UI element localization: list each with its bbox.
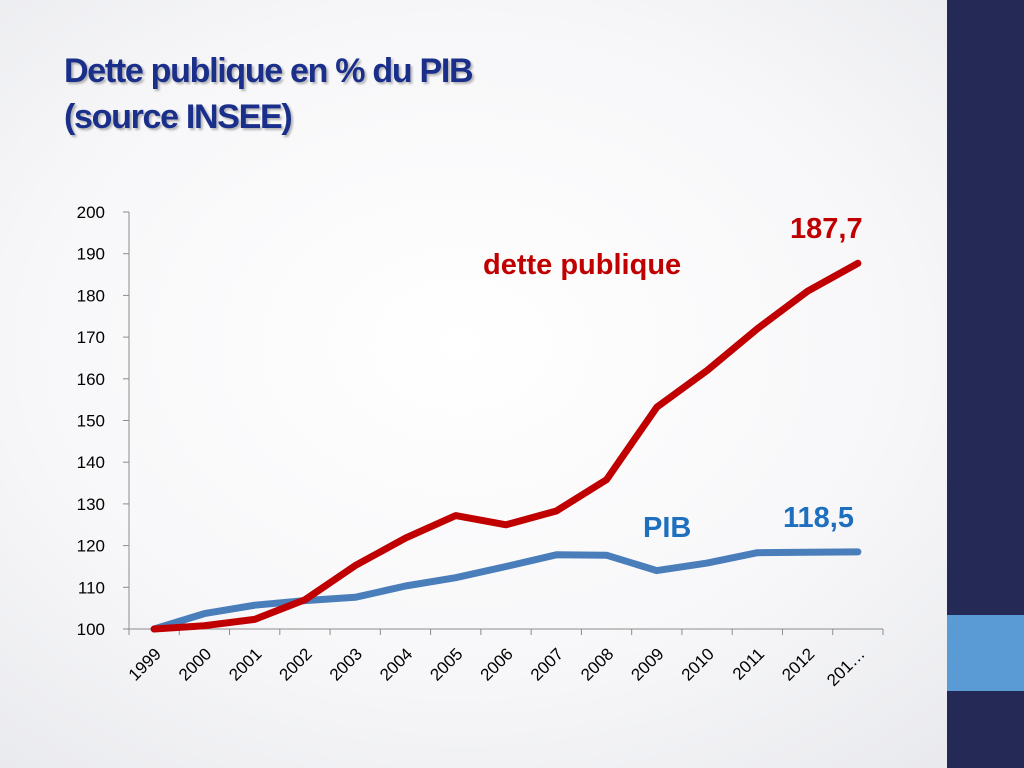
y-tick-label: 130 xyxy=(77,495,105,514)
pib-end-value-label: 118,5 xyxy=(783,502,854,534)
x-tick-label: 1999 xyxy=(125,644,165,684)
x-tick-label: 2004 xyxy=(376,644,416,684)
x-tick-label: 2007 xyxy=(527,644,567,684)
x-tick-label: 2000 xyxy=(175,644,215,684)
x-tick-label: 201… xyxy=(823,644,869,690)
y-tick-label: 110 xyxy=(78,578,105,597)
y-tick-label: 160 xyxy=(77,370,105,389)
y-tick-label: 120 xyxy=(77,537,105,556)
slide-title: Dette publique en % du PIB (source INSEE… xyxy=(64,48,474,140)
x-tick-label: 2010 xyxy=(678,644,718,684)
y-tick-label: 140 xyxy=(77,453,105,472)
slide-sidebar-accent xyxy=(947,615,1024,691)
y-tick-label: 180 xyxy=(77,286,105,305)
y-axis-tick-labels: 100 110 120 130 140 150 160 170 180 190 200 xyxy=(77,203,105,639)
x-tick-label: 2005 xyxy=(426,644,466,684)
x-axis-tick-labels: 1999 2000 2001 2002 2003 2004 2005 2006 2007 2008… xyxy=(125,644,869,690)
debt-end-value-label: 187,7 xyxy=(790,213,863,245)
debt-series-label: dette publique xyxy=(483,249,681,281)
chart-series-lines xyxy=(150,259,862,633)
chart-axes xyxy=(123,211,884,635)
x-tick-label: 2003 xyxy=(326,644,366,684)
pib-series-line xyxy=(150,548,862,633)
y-tick-label: 100 xyxy=(77,620,105,639)
x-tick-label: 2002 xyxy=(276,644,316,684)
x-tick-label: 2008 xyxy=(577,644,617,684)
x-tick-label: 2012 xyxy=(778,644,818,684)
y-tick-label: 200 xyxy=(77,203,105,222)
y-tick-label: 150 xyxy=(77,412,105,431)
y-tick-label: 170 xyxy=(77,328,105,347)
title-line-2: (source INSEE) xyxy=(64,98,293,136)
x-tick-label: 2001 xyxy=(225,644,265,684)
pib-series-label: PIB xyxy=(643,512,691,544)
title-line-1: Dette publique en % du PIB xyxy=(64,52,474,90)
x-tick-label: 2006 xyxy=(477,644,517,684)
debt-series-line xyxy=(150,259,862,633)
x-tick-label: 2009 xyxy=(627,644,667,684)
x-tick-label: 2011 xyxy=(729,644,768,683)
y-tick-label: 190 xyxy=(77,245,105,264)
